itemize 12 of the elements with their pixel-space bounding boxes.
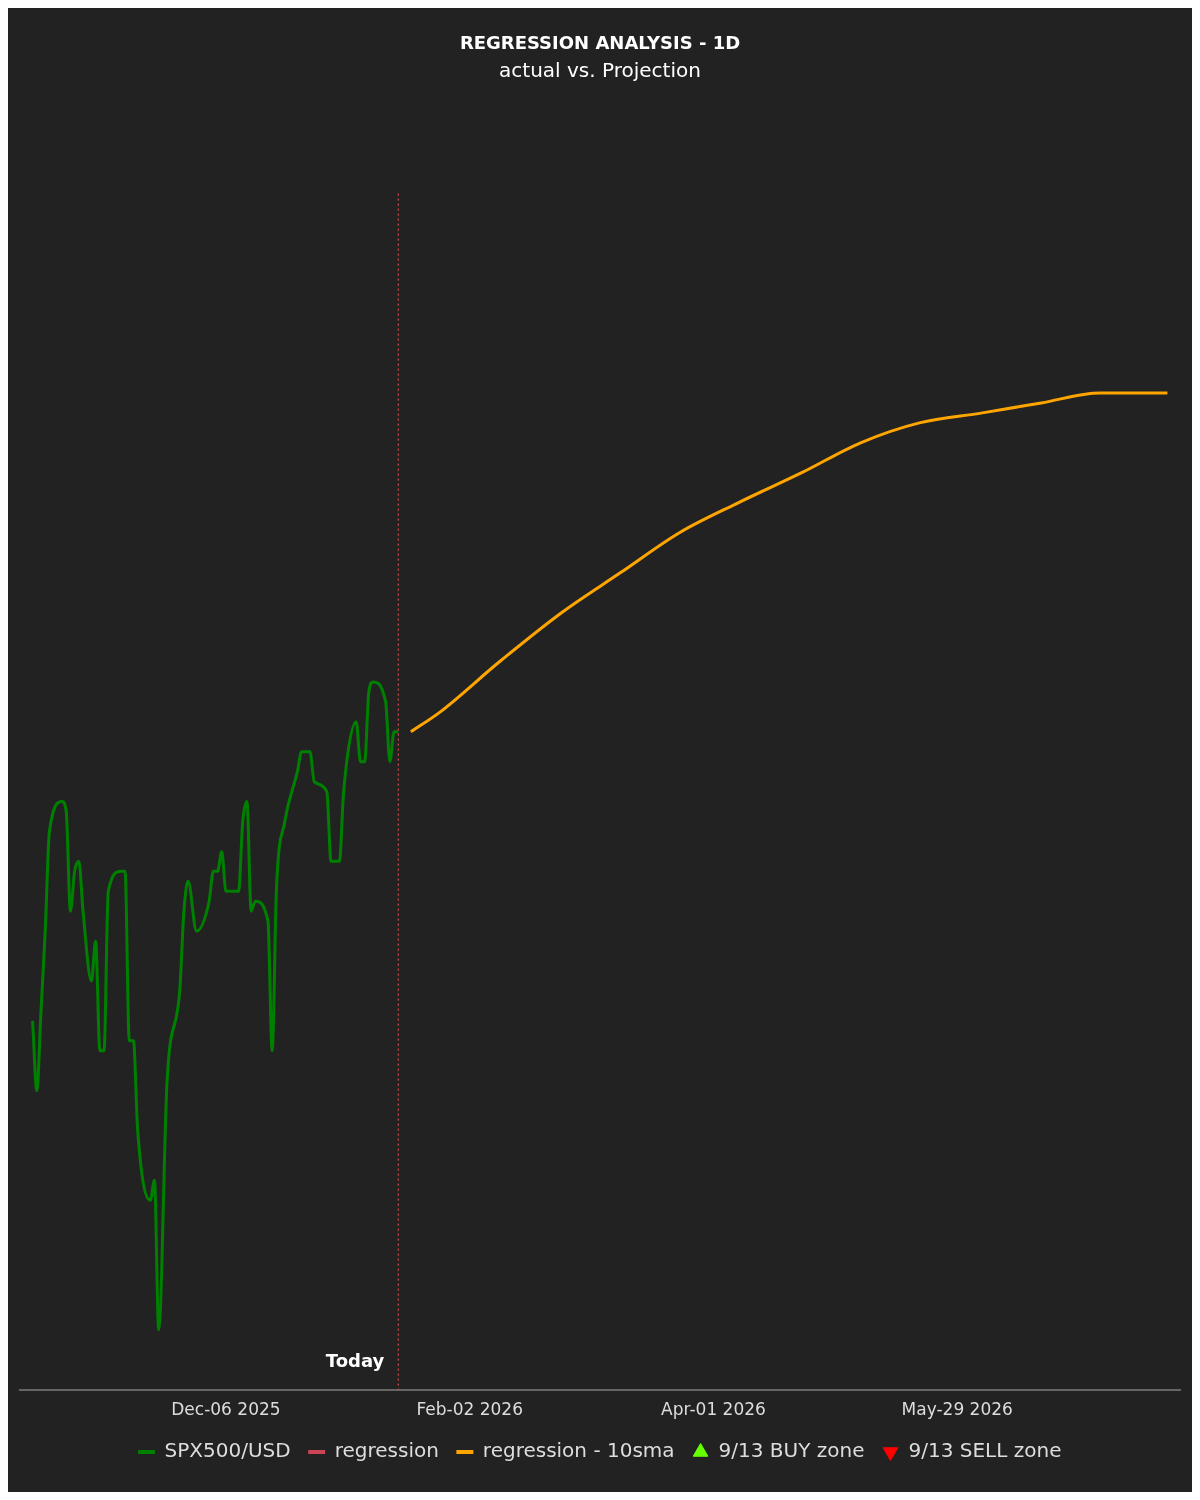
x-tick-label: May-29 2026 bbox=[901, 1399, 1013, 1420]
x-tick-label: Dec-06 2025 bbox=[171, 1399, 281, 1420]
legend-label: 9/13 BUY zone bbox=[718, 1438, 865, 1463]
legend-label: regression bbox=[334, 1438, 439, 1463]
chart-title: REGRESSION ANALYSIS - 1D bbox=[459, 32, 741, 54]
legend-label: 9/13 SELL zone bbox=[908, 1438, 1062, 1463]
legend-label: SPX500/USD bbox=[164, 1438, 291, 1463]
chart-subtitle: actual vs. Projection bbox=[499, 57, 701, 82]
x-tick-label: Apr-01 2026 bbox=[661, 1399, 766, 1420]
x-tick-label: Feb-02 2026 bbox=[416, 1399, 523, 1420]
legend-label: regression - 10sma bbox=[482, 1438, 675, 1463]
ref-line-label: Today bbox=[325, 1350, 385, 1372]
